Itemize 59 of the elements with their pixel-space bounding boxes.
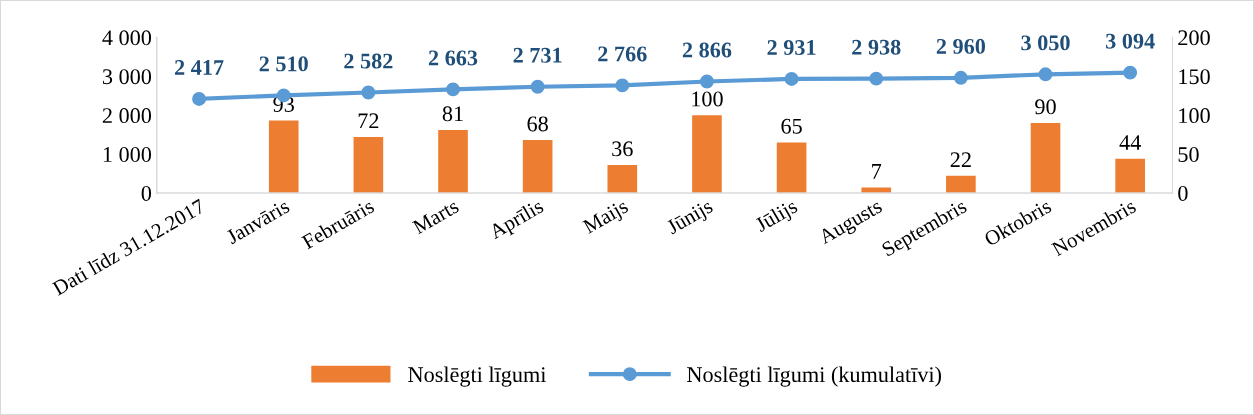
x-tick-label: Maijs: [582, 198, 632, 238]
data-label: 65: [781, 118, 802, 134]
point: [953, 70, 968, 85]
data-label: 36: [612, 141, 633, 157]
data-label: 2 510: [259, 56, 308, 72]
data-label: 2 866: [682, 42, 732, 58]
data-label: 7: [872, 164, 882, 179]
legend-label: Noslēgti līgumi: [408, 366, 547, 387]
point: [699, 74, 714, 89]
x-tick-label: Marts: [411, 198, 460, 235]
point: [615, 78, 630, 93]
y-tick-label: 0: [141, 185, 152, 201]
point: [1038, 67, 1053, 82]
x-tick-label: Jūlijs: [753, 198, 801, 236]
data-label: 2 931: [767, 40, 816, 55]
y2-tick-label: 0: [1178, 185, 1188, 201]
point: [446, 82, 460, 97]
data-label: 2 731: [513, 47, 562, 63]
legend-label: Noslēgti līgumi (kumulatīvi): [687, 366, 942, 387]
bar: [1030, 122, 1061, 193]
data-label: 81: [442, 106, 463, 122]
point: [1123, 65, 1138, 80]
data-label: 72: [358, 113, 379, 129]
bar: [776, 142, 807, 193]
data-label: 2 938: [852, 39, 901, 55]
data-label: 2 417: [175, 60, 224, 75]
data-label: 2 582: [344, 53, 393, 69]
data-label: 3 094: [1106, 33, 1155, 49]
y-tick-label: 1 000: [103, 147, 152, 162]
bar: [522, 140, 553, 193]
data-label: 2 766: [598, 46, 647, 62]
data-label: 90: [1035, 99, 1056, 115]
point: [869, 71, 884, 86]
point: [192, 91, 207, 106]
bar: [1115, 158, 1145, 193]
data-label: 22: [950, 152, 971, 167]
bar: [946, 175, 976, 193]
point: [361, 85, 376, 100]
y2-tick-label: 100: [1179, 108, 1210, 124]
y2-tick-label: 50: [1178, 147, 1199, 162]
data-label: 3 050: [1021, 35, 1070, 51]
bar: [692, 115, 722, 193]
bar: [438, 129, 468, 193]
bar: [353, 136, 384, 193]
x-tick-label: Jūnijs: [665, 198, 716, 239]
y-tick-label: 2 000: [102, 108, 152, 124]
y-tick-label: 3 000: [102, 69, 152, 85]
bar: [268, 120, 299, 193]
y2-tick-label: 150: [1179, 69, 1210, 85]
point: [784, 71, 799, 86]
data-label: 2 960: [936, 38, 986, 54]
data-label: 2 663: [428, 50, 478, 66]
point: [530, 79, 545, 94]
bar: [607, 164, 638, 193]
y2-tick-label: 200: [1178, 30, 1210, 46]
data-label: 100: [692, 91, 723, 107]
data-label: 68: [527, 116, 548, 132]
y-tick-label: 4 000: [102, 30, 152, 46]
data-label: 44: [1119, 135, 1141, 150]
